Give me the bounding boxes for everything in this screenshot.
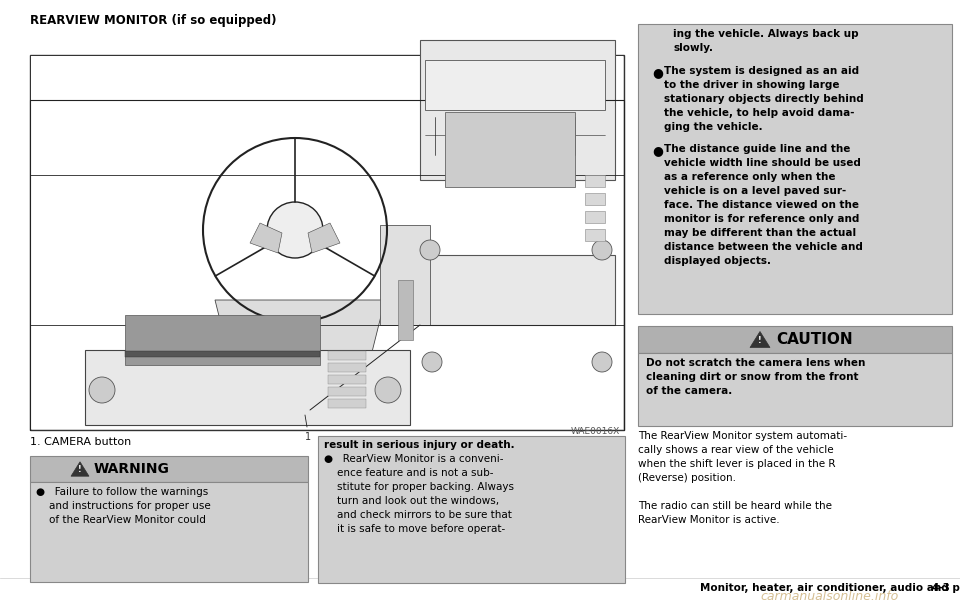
- Bar: [328, 351, 366, 360]
- Circle shape: [422, 352, 442, 372]
- Text: The system is designed as an aid
to the driver in showing large
stationary objec: The system is designed as an aid to the …: [664, 66, 864, 132]
- Text: The RearView Monitor system automati-
cally shows a rear view of the vehicle
whe: The RearView Monitor system automati- ca…: [638, 431, 847, 483]
- Bar: [585, 175, 605, 187]
- Bar: [30, 482, 308, 582]
- Text: 1: 1: [305, 432, 311, 442]
- Text: CAUTION: CAUTION: [776, 332, 852, 347]
- Bar: [328, 375, 366, 384]
- Bar: [585, 211, 605, 223]
- Text: REARVIEW MONITOR (if so equipped): REARVIEW MONITOR (if so equipped): [30, 14, 276, 27]
- Text: ●: ●: [652, 144, 662, 157]
- Text: 4-3: 4-3: [931, 583, 950, 593]
- Text: 1. CAMERA button: 1. CAMERA button: [30, 437, 132, 447]
- Text: ●: ●: [652, 66, 662, 79]
- Circle shape: [375, 377, 401, 403]
- Bar: [585, 193, 605, 205]
- Bar: [328, 399, 366, 408]
- Bar: [585, 229, 605, 241]
- Bar: [318, 436, 625, 583]
- Bar: [425, 60, 605, 110]
- Polygon shape: [71, 462, 89, 476]
- Text: !: !: [78, 466, 82, 475]
- Bar: [125, 315, 320, 365]
- Text: ●   RearView Monitor is a conveni-
    ence feature and is not a sub-
    stitut: ● RearView Monitor is a conveni- ence fe…: [324, 454, 514, 534]
- Bar: [328, 363, 366, 372]
- Text: Monitor, heater, air conditioner, audio and phone systems: Monitor, heater, air conditioner, audio …: [700, 583, 960, 593]
- Text: ing the vehicle. Always back up
slowly.: ing the vehicle. Always back up slowly.: [673, 29, 858, 53]
- Polygon shape: [85, 350, 410, 425]
- Bar: [420, 40, 615, 180]
- Text: WAE0016X: WAE0016X: [571, 427, 620, 436]
- Bar: [445, 112, 575, 187]
- Bar: [420, 255, 615, 325]
- Circle shape: [89, 377, 115, 403]
- Circle shape: [592, 240, 612, 260]
- Circle shape: [420, 240, 440, 260]
- Bar: [30, 55, 624, 430]
- Polygon shape: [308, 223, 340, 253]
- Circle shape: [592, 352, 612, 372]
- Text: Do not scratch the camera lens when
cleaning dirt or snow from the front
of the : Do not scratch the camera lens when clea…: [646, 358, 865, 396]
- Polygon shape: [750, 332, 770, 348]
- Bar: [380, 225, 430, 325]
- Polygon shape: [215, 300, 385, 360]
- Circle shape: [267, 202, 323, 258]
- Polygon shape: [250, 223, 282, 253]
- Bar: [398, 280, 413, 340]
- Text: WARNING: WARNING: [94, 462, 170, 476]
- Text: ●   Failure to follow the warnings
    and instructions for proper use
    of th: ● Failure to follow the warnings and ins…: [36, 487, 211, 525]
- Text: carmanualsonline.info: carmanualsonline.info: [761, 590, 900, 603]
- Bar: [638, 24, 952, 314]
- Bar: [638, 326, 952, 353]
- Bar: [125, 351, 320, 357]
- Text: result in serious injury or death.: result in serious injury or death.: [324, 440, 515, 450]
- Bar: [30, 456, 308, 482]
- Bar: [328, 387, 366, 396]
- Text: The distance guide line and the
vehicle width line should be used
as a reference: The distance guide line and the vehicle …: [664, 144, 863, 266]
- Text: !: !: [758, 336, 762, 345]
- Bar: [31, 56, 623, 429]
- Bar: [638, 353, 952, 426]
- Text: The radio can still be heard while the
RearView Monitor is active.: The radio can still be heard while the R…: [638, 501, 832, 525]
